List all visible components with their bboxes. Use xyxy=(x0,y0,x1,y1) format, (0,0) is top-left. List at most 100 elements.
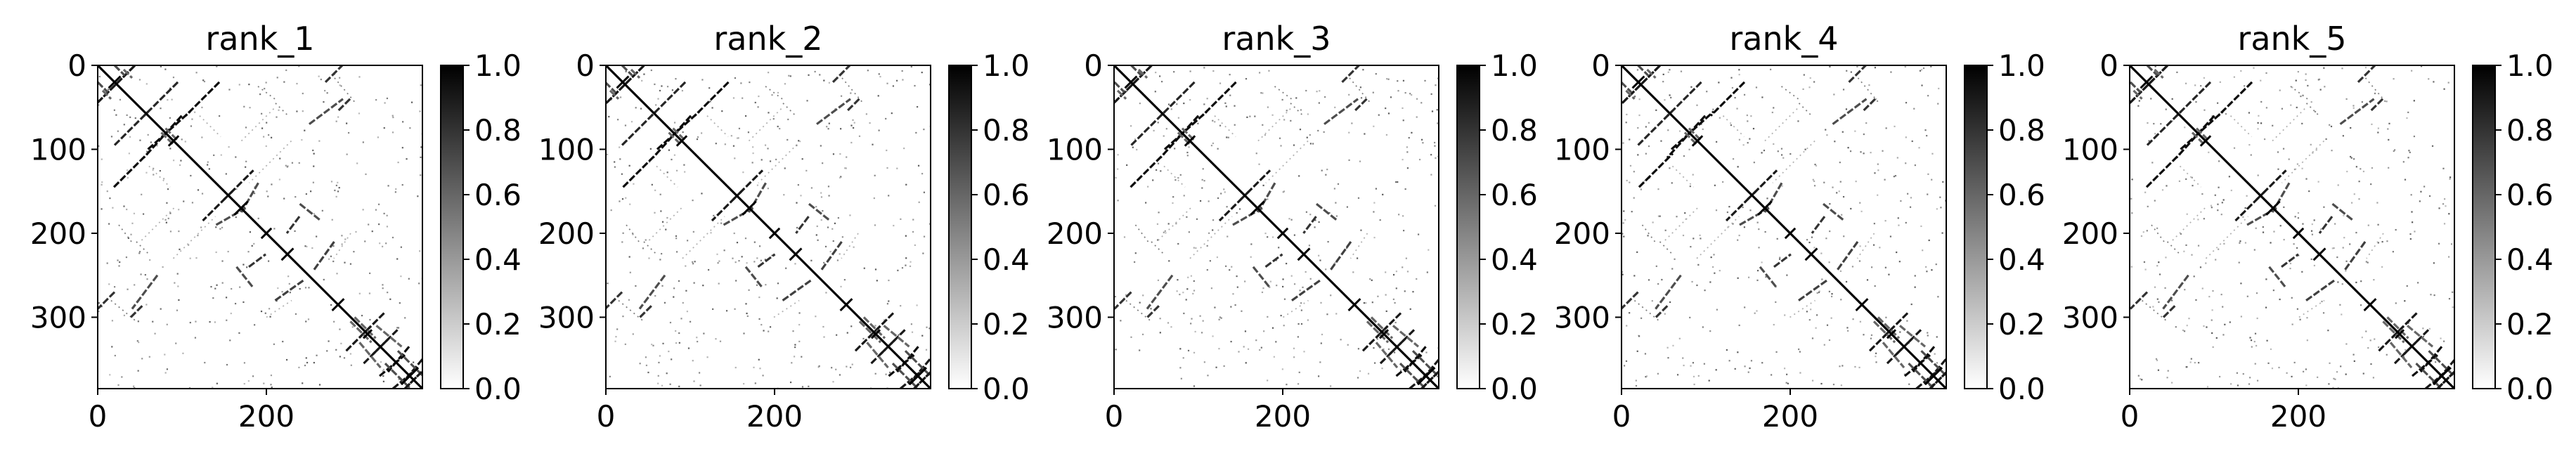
contact-speck xyxy=(339,77,341,79)
contact-speck xyxy=(2352,107,2355,109)
contact-segment xyxy=(831,65,851,84)
contact-speck xyxy=(912,219,914,221)
contact-speck xyxy=(1643,180,1646,182)
contact-segment xyxy=(113,65,126,77)
contact-speck xyxy=(1187,276,1189,278)
contact-speck xyxy=(1244,330,1247,332)
contact-speck xyxy=(382,375,384,377)
contact-speck xyxy=(867,70,869,72)
contact-speck xyxy=(675,238,678,240)
contact-speck xyxy=(1657,283,1659,285)
contact-speck xyxy=(886,82,888,84)
contact-speck xyxy=(146,278,148,280)
contact-speck xyxy=(166,323,168,325)
contact-speck xyxy=(146,150,148,152)
contact-speck xyxy=(377,203,380,205)
contact-segment xyxy=(2428,350,2454,377)
contact-speck xyxy=(98,75,101,78)
contact-speck xyxy=(276,116,278,118)
contact-speck xyxy=(1823,344,1825,346)
contact-speck xyxy=(2218,160,2220,162)
contact-speck xyxy=(312,149,314,152)
contact-speck xyxy=(2255,227,2257,229)
contact-speck xyxy=(212,297,214,299)
contact-speck xyxy=(176,273,179,275)
contact-speck xyxy=(753,366,755,368)
contact-speck xyxy=(1282,285,1284,288)
contact-speck xyxy=(730,135,732,137)
contact-speck xyxy=(249,231,252,233)
panel-title: rank_4 xyxy=(1729,20,1838,58)
contact-speck xyxy=(1226,136,1228,138)
contact-speck xyxy=(1657,372,1659,375)
contact-speck xyxy=(349,263,352,265)
contact-speck xyxy=(742,97,744,99)
contact-speck xyxy=(1309,143,1312,145)
contact-speck xyxy=(2190,358,2192,360)
contact-speck xyxy=(645,356,647,358)
contact-speck xyxy=(1756,279,1759,281)
contact-speck xyxy=(409,127,411,129)
contact-speck xyxy=(200,226,202,228)
contact-speck xyxy=(2290,104,2292,106)
contact-speck xyxy=(661,384,664,387)
contact-speck xyxy=(1877,194,1879,196)
contact-speck xyxy=(391,236,394,239)
contact-speck xyxy=(339,356,341,358)
contact-speck xyxy=(1373,202,1376,204)
contact-speck xyxy=(749,81,751,84)
contact-speck xyxy=(1402,79,1405,82)
contact-speck xyxy=(169,117,171,119)
contact-speck xyxy=(2197,219,2199,221)
contact-speck xyxy=(2255,292,2258,294)
contact-speck xyxy=(622,316,624,318)
contact-speck xyxy=(828,122,830,124)
contact-speck xyxy=(1897,217,1899,219)
contact-speck xyxy=(1411,131,1413,134)
contact-speck xyxy=(681,89,684,92)
contact-speck xyxy=(1854,130,1856,132)
contact-segment xyxy=(1886,337,1914,365)
contact-segment xyxy=(1411,350,1439,377)
contact-speck xyxy=(167,99,169,101)
contact-speck xyxy=(1682,234,1685,237)
contact-speck xyxy=(1664,229,1666,231)
contact-speck xyxy=(2210,204,2213,207)
contact-speck xyxy=(385,242,387,245)
contact-speck xyxy=(2306,317,2308,319)
contact-speck xyxy=(2423,186,2426,188)
contact-segment xyxy=(1811,216,1826,234)
contact-speck xyxy=(1737,166,1739,168)
contact-speck xyxy=(1434,141,1436,144)
contact-speck xyxy=(918,201,920,203)
contact-map xyxy=(2130,65,2454,389)
contact-speck xyxy=(1931,383,1934,386)
y-tick-label: 100 xyxy=(2062,133,2118,167)
contact-speck xyxy=(2297,212,2300,214)
contact-speck xyxy=(897,269,899,271)
contact-speck xyxy=(2183,250,2185,252)
contact-segment xyxy=(1894,329,1922,356)
contact-speck xyxy=(1402,230,1405,232)
contact-speck xyxy=(898,334,900,336)
contact-speck xyxy=(1775,285,1777,288)
panel-title: rank_5 xyxy=(2237,20,2346,58)
contact-speck xyxy=(1378,114,1380,116)
contact-speck xyxy=(1196,218,1198,220)
contact-segment xyxy=(2402,329,2430,356)
contact-speck xyxy=(404,317,406,319)
contact-speck xyxy=(1672,344,1674,346)
contact-segment xyxy=(2298,299,2325,318)
contact-speck xyxy=(287,275,290,278)
contact-speck xyxy=(1850,71,1852,73)
contact-segment xyxy=(1323,98,1359,125)
contact-speck xyxy=(2208,151,2210,153)
contact-speck xyxy=(221,226,224,228)
contact-speck xyxy=(905,183,907,186)
contact-speck xyxy=(98,302,101,304)
contact-speck xyxy=(386,97,389,100)
contact-speck xyxy=(147,134,149,136)
contact-speck xyxy=(1928,239,1930,242)
contact-speck xyxy=(2318,78,2321,80)
contact-speck xyxy=(2297,71,2299,73)
